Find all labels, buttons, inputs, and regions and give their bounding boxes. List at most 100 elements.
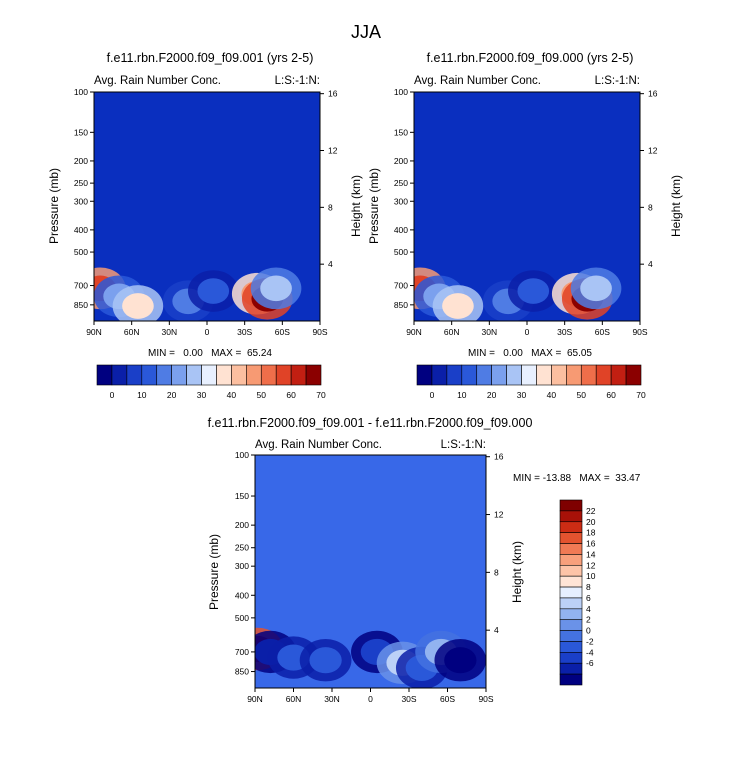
colorbar-swatch (595, 364, 612, 386)
colorbar-swatch (476, 364, 492, 386)
x-tick-label: 30N (162, 327, 178, 337)
y-tick-label: 400 (394, 225, 408, 235)
panel-3-ylabel-right: Height (km) (510, 541, 524, 603)
y-tick-label: 850 (74, 300, 88, 310)
y-tick-label: 400 (235, 590, 249, 600)
y-tick-label: 850 (235, 667, 249, 677)
panel-2-stats: MIN = 0.00 MAX = 65.05 (468, 348, 592, 359)
y-tick-label: 100 (74, 87, 88, 97)
heatmap-cell (580, 275, 612, 302)
x-tick-label: 30N (482, 327, 498, 337)
colorbar-swatch (610, 364, 627, 386)
x-tick-label: 30S (557, 327, 572, 337)
y2-tick-label: 4 (494, 625, 499, 635)
panel-2-variable-label: Avg. Rain Number Conc. (414, 75, 541, 87)
colorbar-label: 20 (487, 390, 497, 400)
x-tick-label: 60N (124, 327, 140, 337)
y-tick-label: 200 (74, 156, 88, 166)
x-tick-label: 90S (312, 327, 327, 337)
x-tick-label: 90N (247, 694, 263, 704)
colorbar-label: 70 (636, 390, 646, 400)
y-tick-label: 300 (74, 196, 88, 206)
colorbar-swatch (559, 521, 583, 533)
colorbar-swatch (416, 364, 433, 386)
panel-3-title: f.e11.rbn.F2000.f09_f09.001 - f.e11.rbn.… (208, 416, 533, 430)
colorbar-label: 14 (586, 549, 596, 559)
colorbar-swatch (559, 597, 583, 610)
panel-1-ylabel-right: Height (km) (349, 175, 363, 237)
y-tick-label: 500 (394, 247, 408, 257)
colorbar-swatch (559, 641, 583, 653)
y-tick-label: 200 (235, 520, 249, 530)
colorbar-label: 4 (586, 604, 591, 614)
x-tick-label: 60N (444, 327, 460, 337)
y2-tick-label: 12 (648, 146, 658, 156)
y-tick-label: 150 (74, 127, 88, 137)
colorbar-swatch (559, 608, 583, 621)
x-tick-label: 0 (205, 327, 210, 337)
y-tick-label: 200 (394, 156, 408, 166)
heatmap-cell (197, 278, 230, 304)
colorbar-swatch (559, 554, 583, 566)
colorbar-label: 50 (257, 390, 267, 400)
colorbar-label: -2 (586, 636, 594, 646)
colorbar-label: 50 (577, 390, 587, 400)
panel-1-title: f.e11.rbn.F2000.f09_f09.001 (yrs 2-5) (107, 51, 314, 65)
x-tick-label: 60S (440, 694, 455, 704)
colorbar-swatch (559, 586, 583, 599)
y2-tick-label: 16 (494, 452, 504, 462)
colorbar-label: -6 (586, 658, 594, 668)
panel-3-level-label: L:S:-1:N: (441, 439, 486, 451)
colorbar-swatch (559, 652, 583, 664)
colorbar-label: 10 (586, 571, 596, 581)
colorbar-swatch (446, 364, 463, 386)
panel-3: f.e11.rbn.F2000.f09_f09.001 - f.e11.rbn.… (207, 416, 641, 704)
colorbar-swatch (559, 575, 583, 588)
y-tick-label: 150 (394, 127, 408, 137)
panel-3-stats: MIN = -13.88 MAX = 33.47 (513, 473, 641, 484)
panel-2-axes: 90N 60N 30N 0 30S 60S 90S 100 150 200 250 300 400 500… (394, 87, 658, 337)
colorbar-swatch (580, 364, 597, 386)
colorbar-swatch (491, 364, 507, 386)
y-tick-label: 100 (394, 87, 408, 97)
y2-tick-label: 8 (494, 567, 499, 577)
x-tick-label: 90N (406, 327, 422, 337)
colorbar-label: 22 (586, 506, 596, 516)
panel-2-colorbar: 0 10 20 30 40 50 60 70 (416, 364, 646, 400)
colorbar-swatch (141, 364, 158, 386)
colorbar-swatch (559, 673, 583, 686)
heatmap-cell (309, 647, 342, 674)
colorbar-label: 20 (167, 390, 177, 400)
panel-1: f.e11.rbn.F2000.f09_f09.001 (yrs 2-5) Av… (47, 51, 363, 400)
colorbar-label: 0 (586, 626, 591, 636)
colorbar-swatch (536, 364, 552, 386)
y-tick-label: 250 (235, 543, 249, 553)
panel-1-level-label: L:S:-1:N: (275, 75, 320, 87)
y-tick-label: 100 (235, 450, 249, 460)
x-tick-label: 60S (595, 327, 610, 337)
colorbar-label: 70 (316, 390, 326, 400)
colorbar-label: 8 (586, 582, 591, 592)
figure-title: JJA (351, 22, 381, 42)
colorbar-label: 18 (586, 528, 596, 538)
colorbar-swatch (186, 364, 202, 386)
y2-tick-label: 12 (328, 146, 338, 156)
y2-tick-label: 8 (328, 202, 333, 212)
y2-tick-label: 4 (328, 259, 333, 269)
colorbar-label: 10 (137, 390, 147, 400)
colorbar-label: 2 (586, 615, 591, 625)
heatmap-cell (122, 293, 154, 319)
colorbar-label: 30 (197, 390, 207, 400)
colorbar-label: 10 (457, 390, 467, 400)
heatmap-cell (444, 647, 477, 674)
colorbar-swatch (231, 364, 247, 386)
x-tick-label: 30N (324, 694, 340, 704)
x-tick-label: 90N (86, 327, 102, 337)
colorbar-label: -4 (586, 647, 594, 657)
y-tick-label: 250 (394, 178, 408, 188)
colorbar-swatch (171, 364, 187, 386)
colorbar-swatch (559, 564, 583, 577)
colorbar-swatch (559, 543, 583, 555)
colorbar-swatch (559, 499, 583, 512)
